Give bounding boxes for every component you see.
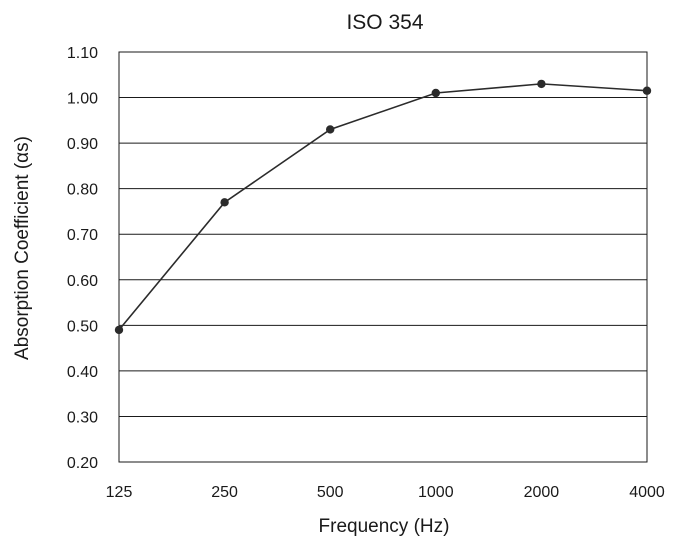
y-axis-label: Absorption Coefficient (αs) <box>12 136 33 360</box>
y-ticks: 1.10 1.00 0.90 0.80 0.70 0.60 0.50 0.40 0.30 0.20 <box>67 45 98 472</box>
plot-frame <box>118 51 648 463</box>
data-point <box>220 198 229 207</box>
x-ticks: 125 250 500 1000 2000 4000 <box>106 484 665 501</box>
x-tick-label: 125 <box>106 484 133 501</box>
x-axis-label: Frequency (Hz) <box>319 516 450 537</box>
grid <box>119 51 647 463</box>
y-tick-label: 0.40 <box>67 364 98 381</box>
data-point <box>431 88 440 98</box>
data-point <box>326 125 335 134</box>
y-tick-label: 0.70 <box>67 227 98 244</box>
y-tick-label: 0.30 <box>67 409 98 426</box>
y-tick-label: 0.80 <box>67 182 98 199</box>
data-point <box>537 79 546 89</box>
y-tick-label: 0.20 <box>67 455 98 472</box>
x-tick-label: 1000 <box>418 484 454 501</box>
y-tick-label: 0.90 <box>67 136 98 153</box>
y-tick-label: 1.10 <box>67 45 98 62</box>
y-tick-label: 0.60 <box>67 273 98 290</box>
y-tick-label: 0.50 <box>67 318 98 335</box>
series-line <box>118 83 648 331</box>
x-tick-label: 4000 <box>629 484 665 501</box>
series <box>114 79 652 335</box>
data-point <box>114 325 124 335</box>
chart-title: ISO 354 <box>346 11 423 34</box>
x-tick-label: 500 <box>317 484 344 501</box>
data-point <box>642 86 652 95</box>
x-tick-label: 250 <box>211 484 238 501</box>
y-tick-label: 1.00 <box>67 91 98 108</box>
x-tick-label: 2000 <box>524 484 560 501</box>
